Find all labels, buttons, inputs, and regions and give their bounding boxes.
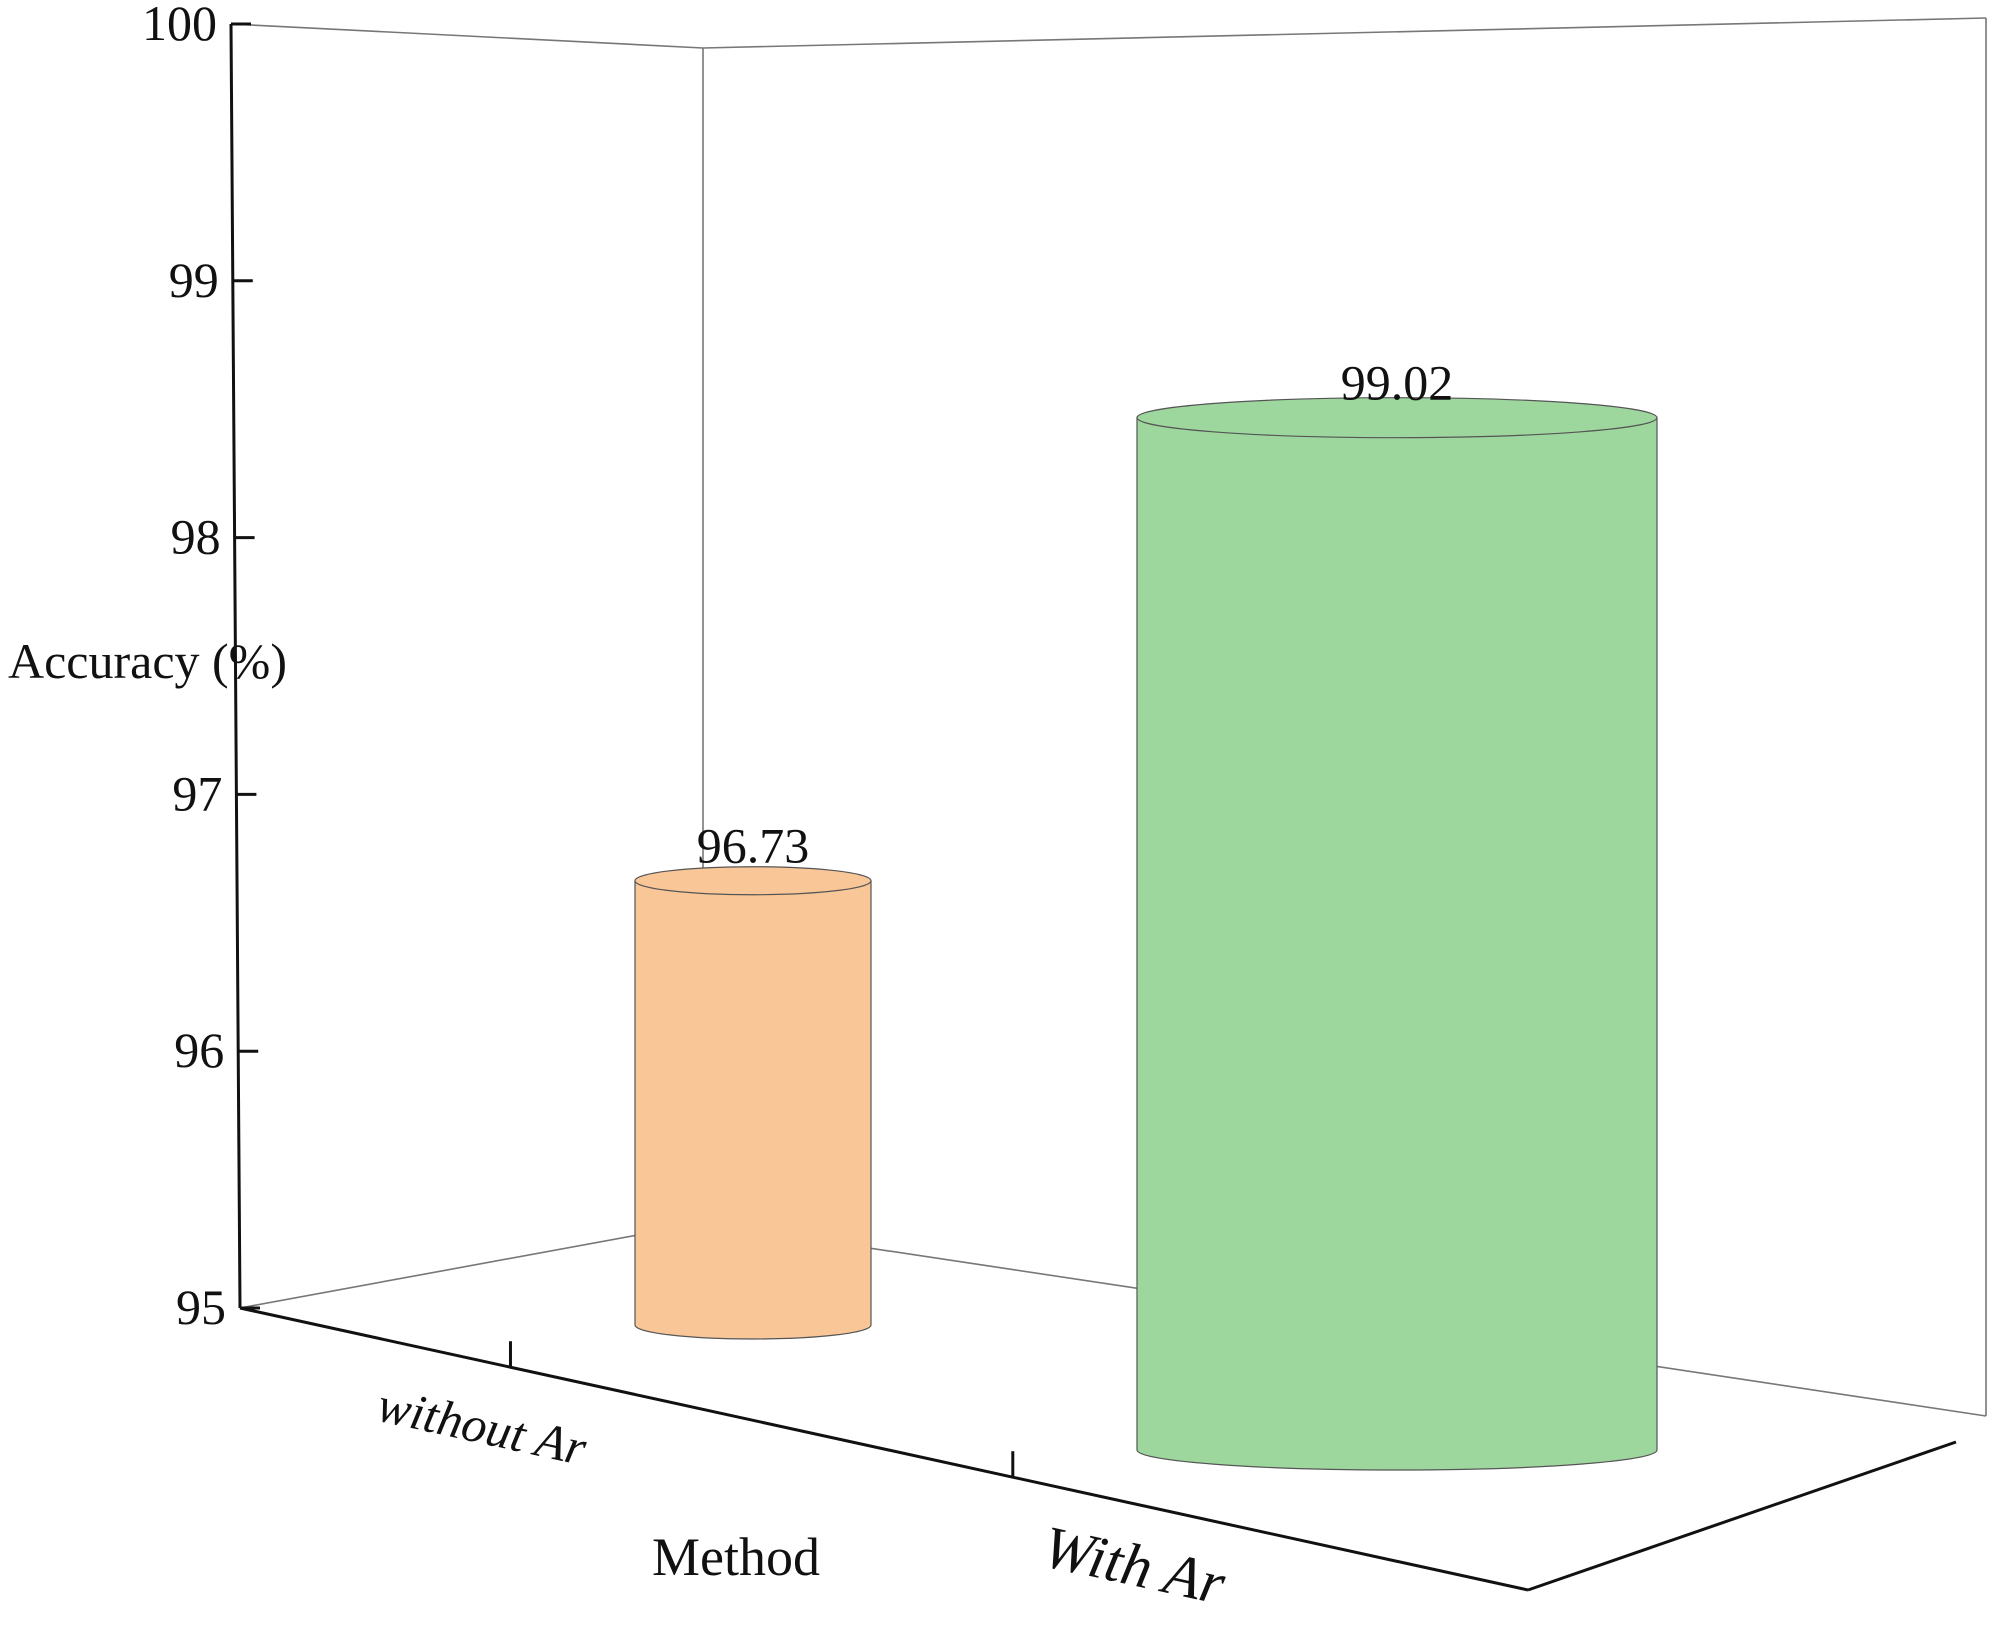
depth-axis-line bbox=[1527, 1440, 1957, 1592]
bar-body bbox=[1136, 417, 1658, 1471]
bar-data-label: 99.02 bbox=[1341, 355, 1454, 411]
y-axis-title: Accuracy (%) bbox=[8, 633, 287, 689]
frame-top-left bbox=[230, 23, 704, 49]
y-tick-label: 96 bbox=[174, 1022, 224, 1078]
y-axis-line bbox=[229, 23, 242, 1309]
data-labels: 96.73 99.02 bbox=[697, 355, 1454, 874]
bar-top bbox=[634, 866, 872, 896]
bars bbox=[634, 397, 1658, 1471]
x-tick-label: without Ar bbox=[373, 1376, 592, 1476]
x-axis-line bbox=[239, 1306, 1529, 1592]
y-tick-label: 99 bbox=[169, 252, 219, 308]
bar-cylinder bbox=[634, 866, 872, 1340]
frame-top-right bbox=[702, 17, 1987, 49]
bar-cylinder bbox=[1136, 397, 1658, 1471]
bar-top bbox=[1136, 397, 1658, 439]
x-axis-title: Method bbox=[652, 1527, 820, 1587]
x-tick-label: With Ar bbox=[1037, 1513, 1231, 1617]
frame-floor-back-left bbox=[239, 1222, 704, 1309]
y-ticks: 95 96 97 98 99 100 bbox=[142, 0, 260, 1335]
y-tick-label: 95 bbox=[176, 1279, 226, 1335]
y-tick-label: 100 bbox=[142, 0, 217, 51]
bar-data-label: 96.73 bbox=[697, 818, 810, 874]
y-tick-label: 97 bbox=[172, 765, 222, 821]
y-tick-label: 98 bbox=[171, 509, 221, 565]
bar-body bbox=[634, 880, 872, 1340]
